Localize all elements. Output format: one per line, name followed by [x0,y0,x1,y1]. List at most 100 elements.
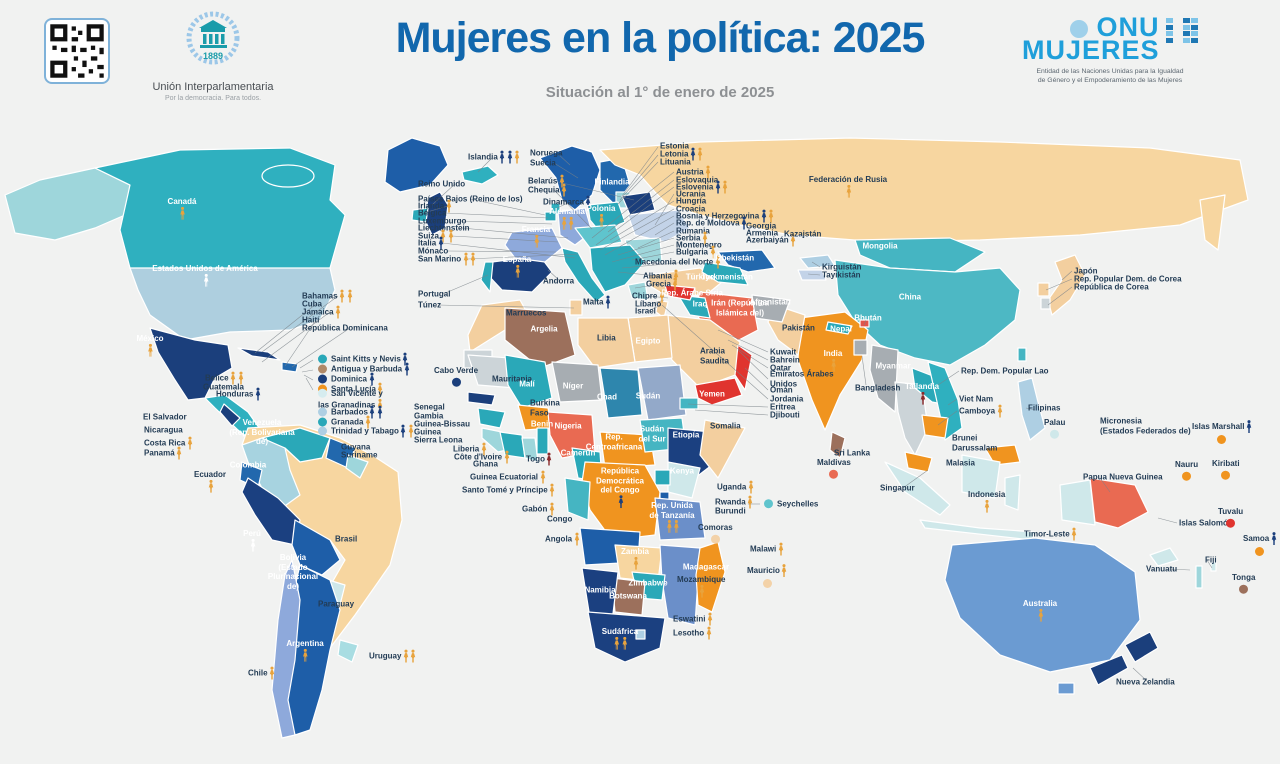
woman-icon [831,358,836,372]
woman-icon [710,245,715,259]
country-label: México [136,334,164,357]
country-label: Chad [597,392,617,402]
island-dot [762,579,772,588]
svg-text:1889: 1889 [203,51,223,61]
ipu-tagline: Por la democracia. Para todos. [164,95,262,102]
woman-icon [403,649,409,663]
country-label: Jordania [770,394,804,404]
country-label: Timor-Leste [1024,527,1077,541]
country-label: Uzbekistán [711,253,755,263]
woman-icon [303,648,308,662]
country-label: Zambia [621,547,649,570]
country-label: República de Corea [1074,282,1149,292]
country-label: Luxemburgo [418,216,467,226]
country-label: Côte d'Ivoire [454,450,510,464]
country-label: Rep. Árabe Siria [661,288,723,298]
island-dot [1050,429,1060,439]
country-label: Argelia [530,324,558,334]
country-label: Iraq [692,299,708,309]
country-label: Guinea Ecuatorial [470,470,546,484]
island-dot [829,469,839,479]
country-label: Mozambique [677,575,725,598]
country-label: Alemania [549,207,585,230]
island-dot [764,499,773,509]
woman-icon [1246,420,1252,433]
woman-icon [633,556,638,570]
country-label: Ecuador [194,470,226,493]
woman-icon [790,233,796,247]
woman-icon [148,343,153,357]
woman-icon [255,387,261,401]
country-label: Azerbaiyán [746,233,796,247]
island-dot [1221,470,1231,480]
country-label: Guinea-Bissau [414,419,471,429]
country-label: Comoras [698,523,733,544]
country-label: Tuvalu [1218,507,1243,528]
woman-icon [411,649,416,663]
country-label: Eritrea [770,402,796,412]
country-label: Irán (República Islámica del) [711,298,769,318]
country-label: Mongolia [862,241,898,251]
woman-icon [985,499,990,513]
country-label: Cuba [302,299,322,309]
woman-icon [515,264,520,278]
country-label: Noruega [530,148,563,158]
country-label: Federación de Rusia [809,175,887,198]
woman-icon [335,305,341,319]
island-dot [318,417,327,427]
woman-icon [481,442,486,456]
country-label: Uganda [717,480,754,494]
un-women-line1: ONU [1096,12,1160,42]
island-dot [451,377,461,387]
country-label: Sri Lanka [834,448,871,458]
country-label: El Salvador [143,412,187,422]
woman-icon [782,564,787,577]
country-label: Chile [248,666,275,680]
woman-icon [569,216,574,230]
woman-icon [549,502,555,516]
woman-icon [515,150,520,164]
woman-icon [1271,532,1276,545]
woman-icon [347,289,352,303]
woman-icon [605,295,611,309]
island-dot [318,374,327,384]
country-label: Bulgaria [676,245,716,259]
country-label: Kiribati [1212,459,1240,480]
country-label: Honduras [216,387,261,401]
woman-icon [180,206,185,220]
country-label: Kirguistán [822,262,862,272]
woman-icon [369,372,374,386]
country-label: Malawi [750,542,784,556]
woman-icon [599,213,604,227]
woman-icon [549,483,555,497]
woman-icon [702,231,708,245]
woman-icon [659,289,665,303]
country-label: Marruecos [506,308,547,318]
island-dot [318,384,327,394]
woman-icon [715,255,720,269]
woman-icon [666,520,672,534]
island-dot [1255,547,1265,556]
country-label: Micronesia (Estados Federados de) [1100,416,1191,436]
woman-icon [690,147,696,161]
country-label: Granada [318,415,371,429]
country-label: Dinamarca [543,195,591,209]
country-label: Malí [519,379,535,389]
woman-icon [238,371,243,385]
country-label: Uruguay [369,649,416,663]
country-label: Venezuela (Rep. Bolivariana de) [229,417,295,446]
woman-icon [370,405,375,419]
country-label: Botswana [609,591,647,601]
country-label: Macedonia del Norte [635,255,721,269]
island-dot [710,534,720,544]
woman-icon [176,446,182,460]
country-label: Pakistán [782,323,815,333]
island-dot [318,407,327,417]
woman-icon [1071,527,1077,541]
island-dot [318,354,327,364]
country-label: República Democrática del Congo [596,466,644,508]
un-women-tagline: Entidad de las Naciones Unidas para la I… [1036,67,1184,85]
country-label: Fiji [1205,555,1217,565]
country-label: Nigeria [554,421,582,431]
country-label: Papua Nueva Guinea [1083,472,1163,482]
